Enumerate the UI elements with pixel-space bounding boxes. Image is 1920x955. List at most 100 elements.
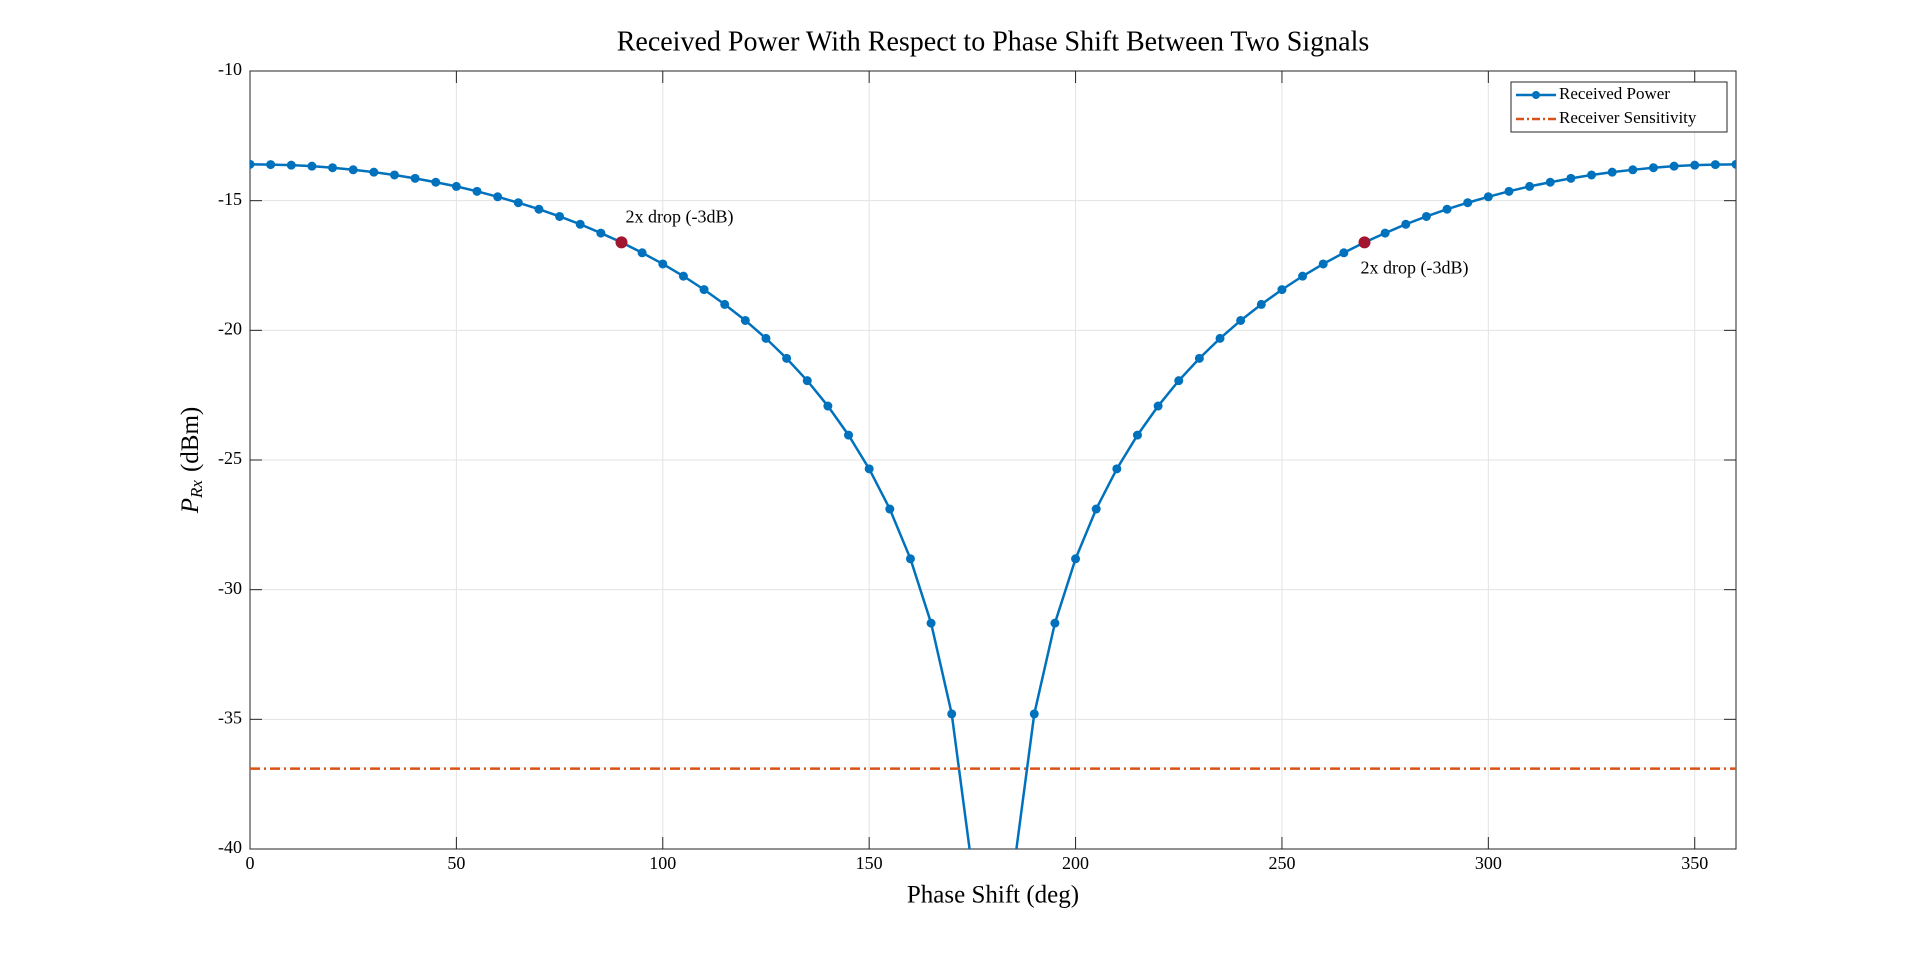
data-point (1091, 504, 1101, 514)
data-point (1442, 204, 1452, 214)
data-point (1545, 177, 1555, 187)
y-label-subscript: Rx (187, 480, 206, 499)
data-point (596, 228, 606, 238)
data-point (451, 181, 461, 191)
data-point (369, 167, 379, 177)
data-point (328, 163, 338, 173)
x-tick-label: 150 (856, 853, 883, 873)
y-tick-label: -30 (218, 578, 242, 598)
y-tick-label: -20 (218, 318, 242, 338)
data-point (823, 401, 833, 411)
data-point (307, 161, 317, 171)
data-point (1483, 192, 1493, 202)
legend-label: Receiver Sensitivity (1559, 108, 1697, 127)
data-point (1174, 376, 1184, 386)
data-point (472, 186, 482, 196)
data-point (534, 204, 544, 214)
data-point (1380, 228, 1390, 238)
data-point (513, 198, 523, 208)
data-point (740, 315, 750, 325)
data-point (1029, 709, 1039, 719)
annotation-point (1358, 236, 1371, 249)
data-point (266, 160, 276, 170)
x-tick-label: 200 (1062, 853, 1089, 873)
y-tick-label: -25 (218, 448, 242, 468)
annotation-point (615, 236, 628, 249)
y-axis-label: PRx (dBm) (177, 407, 206, 515)
data-point (637, 248, 647, 258)
legend-label: Received Power (1559, 84, 1670, 103)
y-label-unit: (dBm) (177, 407, 204, 472)
data-point (1050, 618, 1060, 628)
data-point (1277, 285, 1287, 295)
data-point (968, 866, 977, 875)
y-tick-label: -15 (218, 189, 242, 209)
data-point (1215, 333, 1225, 343)
y-tick-label: -35 (218, 707, 242, 727)
x-tick-label: 50 (447, 853, 465, 873)
legend-marker (1532, 91, 1540, 99)
data-point (431, 177, 441, 187)
data-point (1566, 173, 1576, 183)
data-point (1256, 299, 1266, 309)
data-point (1731, 159, 1736, 169)
data-point (905, 554, 915, 564)
data-point (1690, 160, 1700, 170)
data-point (493, 192, 503, 202)
x-tick-label: 100 (649, 853, 676, 873)
data-point (1298, 271, 1308, 281)
data-point (1463, 198, 1473, 208)
data-point (1628, 165, 1638, 175)
x-tick-label: 0 (246, 853, 255, 873)
data-point (286, 160, 296, 170)
data-point (1587, 170, 1597, 180)
data-point (1071, 554, 1081, 564)
x-tick-label: 250 (1268, 853, 1295, 873)
data-point (575, 219, 585, 229)
data-point (1401, 219, 1411, 229)
data-point (926, 618, 936, 628)
data-point (1318, 259, 1328, 269)
annotation-label: 2x drop (-3dB) (626, 207, 734, 228)
data-point (1153, 401, 1163, 411)
y-label-symbol: P (177, 498, 204, 514)
x-tick-label: 300 (1475, 853, 1502, 873)
axes-box (249, 70, 1737, 850)
data-point (1339, 248, 1349, 258)
data-point (1504, 186, 1514, 196)
data-point (1710, 160, 1720, 170)
data-point (699, 285, 709, 295)
data-point (348, 165, 358, 175)
legend-box (1510, 81, 1728, 133)
data-point (1669, 161, 1679, 171)
data-point (1132, 430, 1142, 440)
data-point (761, 333, 771, 343)
data-point (782, 353, 792, 363)
annotation-label: 2x drop (-3dB) (1361, 258, 1469, 279)
data-point (1607, 167, 1617, 177)
data-point (555, 211, 565, 221)
data-point (389, 170, 399, 180)
data-point (1112, 464, 1122, 474)
chart-title: Received Power With Respect to Phase Shi… (617, 26, 1370, 57)
data-point (885, 504, 895, 514)
data-point (678, 271, 688, 281)
data-point (1648, 163, 1658, 173)
data-point (250, 159, 255, 169)
data-point (1421, 211, 1431, 221)
data-point (802, 376, 812, 386)
data-point (947, 709, 957, 719)
data-point (658, 259, 668, 269)
data-point (844, 430, 854, 440)
x-tick-label: 350 (1681, 853, 1708, 873)
data-point (720, 299, 730, 309)
data-point (410, 173, 420, 183)
data-point (1525, 181, 1535, 191)
y-tick-label: -40 (218, 837, 242, 857)
data-point (864, 464, 874, 474)
data-point (1236, 315, 1246, 325)
y-tick-label: -10 (218, 59, 242, 79)
data-point (1194, 353, 1204, 363)
